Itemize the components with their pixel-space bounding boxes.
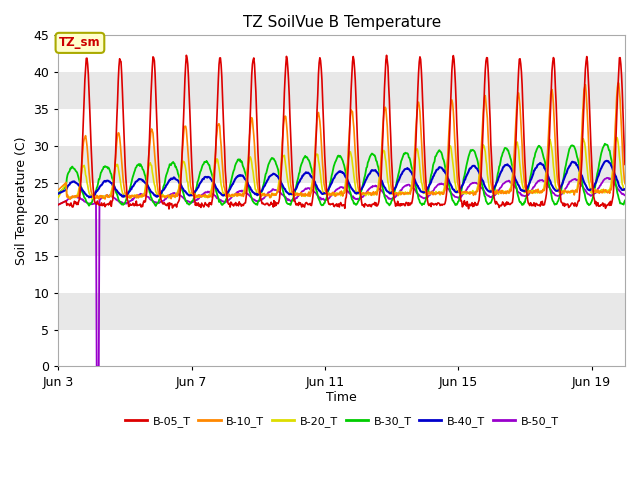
Bar: [58, 146, 625, 182]
Bar: [58, 36, 625, 72]
Legend: B-05_T, B-10_T, B-20_T, B-30_T, B-40_T, B-50_T: B-05_T, B-10_T, B-20_T, B-30_T, B-40_T, …: [120, 412, 563, 432]
Bar: [58, 219, 625, 256]
Bar: [58, 256, 625, 293]
X-axis label: Time: Time: [326, 391, 357, 404]
Bar: [58, 109, 625, 146]
Bar: [58, 72, 625, 109]
Bar: [58, 182, 625, 219]
Bar: [58, 330, 625, 367]
Bar: [58, 293, 625, 330]
Title: TZ SoilVue B Temperature: TZ SoilVue B Temperature: [243, 15, 441, 30]
Y-axis label: Soil Temperature (C): Soil Temperature (C): [15, 137, 28, 265]
Text: TZ_sm: TZ_sm: [59, 36, 100, 49]
